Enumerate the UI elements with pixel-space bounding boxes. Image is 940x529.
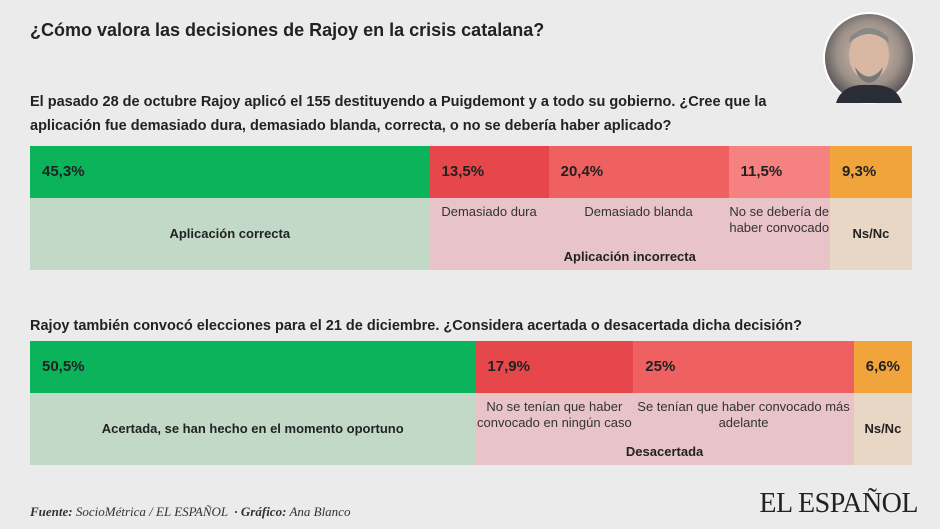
value-label: 9,3% [841, 163, 877, 180]
value-label: 25% [645, 358, 676, 375]
title: ¿Cómo valora las decisiones de Rajoy en … [30, 20, 545, 40]
graphic-label: · Gráfico: [234, 504, 287, 519]
group-label: Ns/Nc [864, 421, 902, 436]
segment-label: No se debería de haber convocado [729, 204, 830, 235]
chart: El pasado 28 de octubre Rajoy aplicó el … [30, 90, 912, 270]
bar-segment [30, 341, 476, 393]
footer: Fuente: SocioMétrica / EL ESPAÑOL · Gráf… [30, 504, 350, 520]
source: SocioMétrica / EL ESPAÑOL [75, 504, 228, 519]
bar-area: 50,5% Acertada, se han hecho en el moment… [30, 341, 912, 465]
value-label: 45,3% [42, 163, 85, 180]
question: Rajoy también convocó elecciones para el… [30, 318, 803, 334]
value-label: 20,4% [560, 163, 604, 180]
group-panel: Aplicación incorrecta Demasiado dura Demas… [429, 198, 830, 270]
bar-area: 45,3% Aplicación correcta 13,5% 20,4% 11,5% A… [30, 146, 912, 270]
group-panel: Aplicación correcta [30, 198, 430, 270]
bar-segment [429, 146, 549, 198]
value-label: 11,5% [740, 163, 783, 180]
group-label: Desacertada [625, 444, 704, 459]
bar-segment [548, 146, 729, 198]
value-label: 6,6% [865, 358, 900, 375]
group-panel: Desacertada No se tenían que haber convoc… [475, 393, 854, 465]
bar-segment [829, 146, 912, 198]
chart: Rajoy también convocó elecciones para el… [30, 314, 912, 465]
group-label: Acertada, se han hecho en el momento opo… [101, 421, 404, 436]
bar-segment [30, 146, 430, 198]
segment-label: Se tenían que haber convocado más adelan… [637, 399, 850, 430]
logo: EL ESPAÑOL [759, 488, 918, 519]
portrait [823, 12, 915, 104]
group-label: Ns/Nc [852, 226, 890, 241]
question: El pasado 28 de octubre Rajoy aplicó el … [30, 94, 767, 134]
bar-segment [853, 341, 912, 393]
value-label: 13,5% [441, 163, 485, 180]
group-panel: Acertada, se han hecho en el momento opo… [30, 393, 476, 465]
group-panel: Ns/Nc [829, 198, 912, 270]
segment-label: No se tenían que haber convocado en ning… [477, 399, 632, 430]
bar-segment [475, 341, 634, 393]
source-label: Fuente: [30, 504, 73, 519]
segment-label: Demasiado dura [441, 204, 537, 219]
segment-label: Demasiado blanda [584, 204, 693, 219]
group-label: Aplicación correcta [169, 226, 291, 241]
graphic-author: Ana Blanco [289, 504, 351, 519]
bar-segment [728, 146, 830, 198]
value-label: 50,5% [42, 358, 85, 375]
group-label: Aplicación incorrecta [563, 249, 696, 264]
value-label: 17,9% [487, 358, 530, 375]
bar-segment [633, 341, 854, 393]
group-panel: Ns/Nc [853, 393, 912, 465]
